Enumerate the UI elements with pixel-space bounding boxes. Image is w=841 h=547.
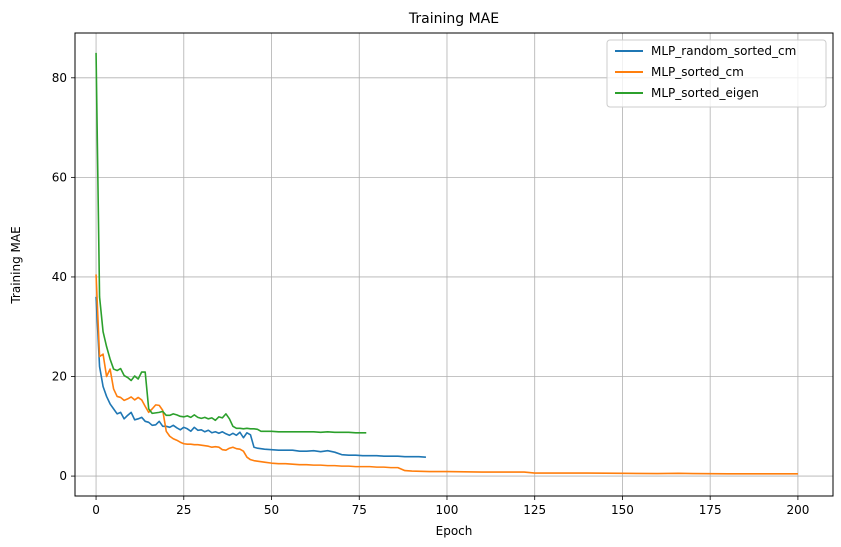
y-tick-label: 20 — [52, 370, 67, 384]
legend-label-mlp-sorted-cm: MLP_sorted_cm — [651, 65, 744, 79]
series-line-mlp-random-sorted-cm — [95, 296, 426, 458]
y-axis-label: Training MAE — [9, 226, 23, 304]
legend-box — [606, 39, 827, 108]
series-layer — [95, 52, 798, 475]
x-tick-label: 150 — [611, 503, 634, 517]
plot-frame — [74, 32, 834, 497]
series-line-mlp-sorted-cm — [95, 274, 798, 475]
legend: MLP_random_sorted_cm MLP_sorted_cm MLP_s… — [606, 39, 827, 108]
y-tick-label: 80 — [52, 71, 67, 85]
legend-label-mlp-random-sorted-cm: MLP_random_sorted_cm — [651, 44, 796, 58]
y-tick-label: 0 — [59, 469, 67, 483]
y-axis-ticks: 0 20 40 60 80 — [52, 71, 75, 483]
x-tick-label: 75 — [352, 503, 367, 517]
x-tick-label: 200 — [786, 503, 809, 517]
chart-title: Training MAE — [408, 11, 499, 27]
legend-label-mlp-sorted-eigen: MLP_sorted_eigen — [651, 86, 759, 100]
x-axis-ticks: 0 25 50 75 100 125 150 175 200 — [92, 496, 809, 517]
series-line-mlp-sorted-eigen — [95, 52, 367, 434]
x-tick-label: 125 — [523, 503, 546, 517]
x-tick-label: 25 — [176, 503, 191, 517]
y-tick-label: 60 — [52, 170, 67, 184]
x-tick-label: 0 — [92, 503, 100, 517]
x-tick-label: 100 — [436, 503, 459, 517]
x-tick-label: 175 — [699, 503, 722, 517]
x-axis-label: Epoch — [436, 524, 473, 538]
y-tick-label: 40 — [52, 270, 67, 284]
grid-lines — [75, 33, 833, 496]
x-tick-label: 50 — [264, 503, 279, 517]
